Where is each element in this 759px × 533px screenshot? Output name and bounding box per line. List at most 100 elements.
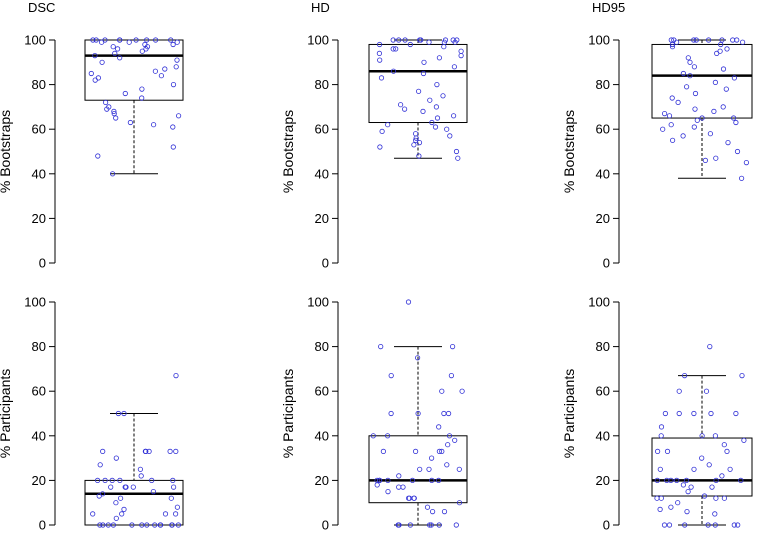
data-point bbox=[102, 477, 108, 483]
data-point bbox=[416, 153, 422, 159]
data-point bbox=[676, 388, 682, 394]
data-point bbox=[680, 482, 687, 488]
data-point bbox=[731, 522, 737, 528]
data-point bbox=[126, 39, 132, 45]
data-point bbox=[434, 115, 441, 121]
data-point bbox=[657, 506, 663, 512]
y-tick-label: 100 bbox=[307, 295, 329, 310]
data-point bbox=[741, 437, 747, 443]
data-point bbox=[654, 477, 660, 483]
data-point bbox=[713, 495, 719, 501]
y-tick-label: 60 bbox=[315, 122, 329, 137]
y-tick-label: 0 bbox=[39, 518, 46, 533]
y-tick-label: 60 bbox=[596, 122, 610, 137]
data-point bbox=[421, 59, 427, 65]
data-point bbox=[426, 466, 432, 472]
data-point bbox=[691, 37, 697, 43]
data-point bbox=[123, 484, 129, 490]
data-point bbox=[721, 442, 727, 448]
data-point bbox=[727, 466, 733, 472]
data-point bbox=[691, 124, 697, 130]
data-point bbox=[405, 495, 412, 501]
box-iqr bbox=[368, 43, 468, 124]
data-point bbox=[99, 39, 105, 45]
data-point bbox=[113, 115, 119, 121]
data-point bbox=[103, 99, 109, 106]
y-tick-label: 80 bbox=[596, 339, 610, 354]
y-tick-label: 60 bbox=[32, 122, 46, 137]
data-point bbox=[117, 477, 123, 483]
data-point bbox=[664, 448, 671, 454]
data-point bbox=[440, 93, 446, 99]
data-point bbox=[658, 433, 664, 439]
data-point bbox=[456, 466, 462, 472]
data-point bbox=[702, 157, 709, 163]
data-point bbox=[691, 64, 698, 70]
y-tick-label: 80 bbox=[596, 77, 610, 92]
y-axis-label: % Participants bbox=[0, 369, 13, 458]
data-point bbox=[668, 504, 674, 510]
data-point bbox=[171, 484, 177, 490]
data-point bbox=[685, 55, 691, 61]
data-point bbox=[458, 52, 464, 59]
data-point bbox=[105, 522, 111, 528]
data-point bbox=[397, 102, 404, 108]
y-tick-label: 20 bbox=[315, 211, 329, 226]
data-point bbox=[674, 477, 680, 483]
data-point bbox=[407, 41, 413, 48]
data-point bbox=[683, 84, 690, 90]
data-point bbox=[692, 90, 699, 97]
data-point bbox=[444, 126, 450, 132]
data-point bbox=[699, 455, 705, 461]
data-point bbox=[390, 68, 397, 74]
data-point bbox=[402, 37, 408, 43]
data-point bbox=[385, 477, 391, 483]
data-point bbox=[173, 64, 179, 70]
y-tick-label: 100 bbox=[588, 295, 610, 310]
panel-4: 0 20 40 60 80 100 % Participants bbox=[0, 295, 184, 533]
data-point bbox=[718, 41, 724, 48]
data-point bbox=[121, 506, 127, 512]
data-point bbox=[441, 410, 447, 417]
data-point bbox=[658, 424, 665, 430]
data-point bbox=[139, 48, 145, 54]
data-point bbox=[680, 133, 686, 139]
data-point bbox=[170, 124, 176, 130]
data-point bbox=[113, 500, 119, 506]
y-tick-label: 20 bbox=[315, 473, 329, 488]
data-point bbox=[151, 122, 157, 128]
data-point bbox=[712, 433, 719, 439]
data-point bbox=[400, 484, 406, 490]
panel-2: HD 0 20 40 60 80 100 % Bootstraps bbox=[280, 0, 468, 271]
y-axis-label: % Bootstraps bbox=[0, 110, 13, 193]
data-point bbox=[90, 511, 96, 517]
data-point bbox=[707, 343, 713, 350]
data-point bbox=[669, 44, 676, 50]
data-point bbox=[435, 477, 442, 483]
data-point bbox=[691, 466, 697, 472]
data-point bbox=[378, 75, 385, 81]
data-point bbox=[734, 37, 740, 43]
data-point bbox=[444, 462, 450, 468]
data-point bbox=[733, 119, 739, 126]
data-point bbox=[111, 108, 117, 115]
data-point bbox=[675, 500, 681, 506]
data-point bbox=[699, 433, 705, 439]
data-point bbox=[429, 477, 435, 483]
data-point bbox=[176, 113, 182, 119]
data-point bbox=[415, 410, 421, 417]
data-point bbox=[412, 131, 419, 137]
data-point bbox=[687, 73, 693, 79]
data-point bbox=[447, 133, 453, 139]
data-point bbox=[432, 124, 439, 130]
y-tick-label: 0 bbox=[322, 256, 329, 271]
data-point bbox=[111, 111, 117, 117]
data-point bbox=[429, 508, 436, 515]
data-point bbox=[376, 50, 382, 57]
data-point bbox=[654, 448, 661, 454]
y-tick-label: 0 bbox=[603, 256, 610, 271]
y-axis-label: % Participants bbox=[561, 369, 577, 458]
data-point bbox=[676, 410, 682, 417]
data-point bbox=[142, 448, 148, 454]
